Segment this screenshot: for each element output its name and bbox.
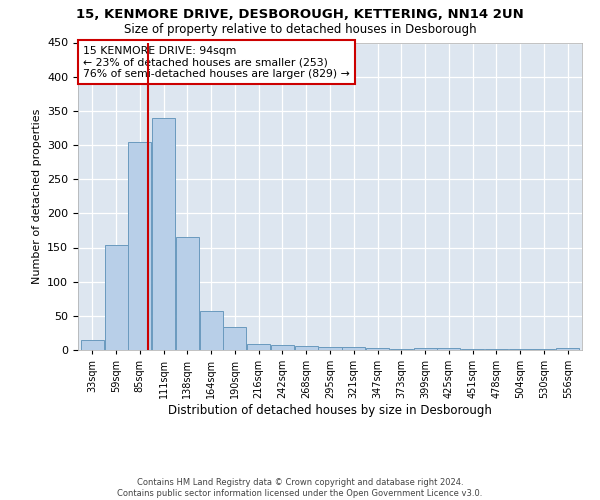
Text: 15, KENMORE DRIVE, DESBOROUGH, KETTERING, NN14 2UN: 15, KENMORE DRIVE, DESBOROUGH, KETTERING… [76, 8, 524, 20]
Bar [81, 340, 104, 350]
Bar [461, 348, 484, 350]
Bar [556, 348, 579, 350]
Text: 15 KENMORE DRIVE: 94sqm
← 23% of detached houses are smaller (253)
76% of semi-d: 15 KENMORE DRIVE: 94sqm ← 23% of detache… [83, 46, 350, 79]
Bar [366, 348, 389, 350]
Bar [319, 348, 341, 350]
Bar [176, 238, 199, 350]
Bar [247, 344, 270, 350]
Bar [342, 346, 365, 350]
Text: Contains HM Land Registry data © Crown copyright and database right 2024.
Contai: Contains HM Land Registry data © Crown c… [118, 478, 482, 498]
Bar [128, 142, 151, 350]
Bar [437, 348, 460, 350]
Y-axis label: Number of detached properties: Number of detached properties [32, 108, 41, 284]
Bar [152, 118, 175, 350]
X-axis label: Distribution of detached houses by size in Desborough: Distribution of detached houses by size … [168, 404, 492, 417]
Bar [104, 246, 128, 350]
Text: Size of property relative to detached houses in Desborough: Size of property relative to detached ho… [124, 22, 476, 36]
Bar [223, 327, 247, 350]
Bar [390, 348, 413, 350]
Bar [200, 311, 223, 350]
Bar [413, 348, 437, 350]
Bar [271, 345, 294, 350]
Bar [295, 346, 318, 350]
